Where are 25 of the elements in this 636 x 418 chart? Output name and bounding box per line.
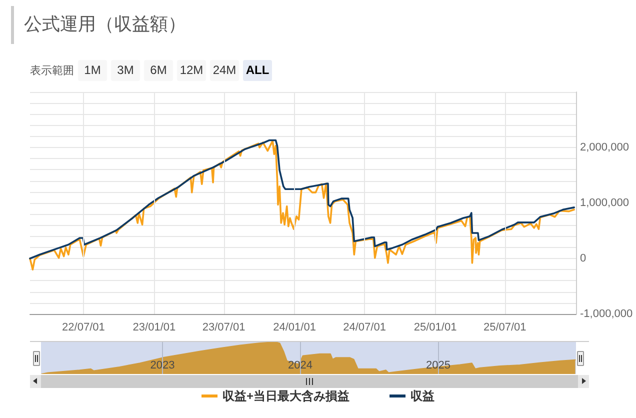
x-tick-label: 25/01/01 xyxy=(414,322,457,334)
x-tick-label: 24/07/01 xyxy=(343,322,386,334)
x-tick-label: 23/07/01 xyxy=(202,322,246,334)
range-button[interactable]: 6M xyxy=(144,60,173,81)
scroll-left-button[interactable] xyxy=(30,375,41,388)
range-button[interactable]: 24M xyxy=(210,60,239,81)
range-button[interactable]: ALL xyxy=(243,60,272,81)
range-button[interactable]: 1M xyxy=(78,60,107,81)
slider-handle[interactable] xyxy=(33,351,40,366)
chart-title: 公式運用（収益額） xyxy=(24,13,186,36)
x-tick-label: 23/01/01 xyxy=(132,322,176,334)
y-tick-label: 0 xyxy=(580,252,586,264)
text: 表示範囲 xyxy=(30,64,74,78)
range-button[interactable]: 12M xyxy=(177,60,206,81)
y-tick-label: -1,000,000 xyxy=(580,308,633,320)
scroll-right-button[interactable] xyxy=(578,375,589,388)
y-tick-label: 2,000,000 xyxy=(580,142,629,154)
range-button[interactable]: 3M xyxy=(111,60,140,81)
y-tick-label: 1,000,000 xyxy=(580,197,629,209)
x-tick-label: 24/01/01 xyxy=(273,322,316,334)
legend-label: 収益 xyxy=(410,389,435,403)
legend-label: 収益+当日最大含み損益 xyxy=(222,389,350,403)
x-tick-label: 22/07/01 xyxy=(62,322,105,334)
x-tick-label: 25/07/01 xyxy=(483,322,526,334)
slider-handle[interactable] xyxy=(577,351,584,366)
